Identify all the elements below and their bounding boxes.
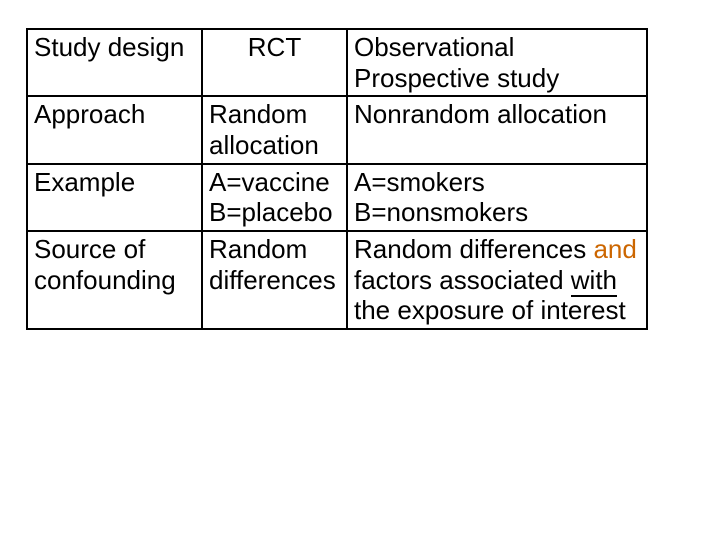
study-design-table: Study design RCT Observational Prospecti… [26, 28, 648, 330]
obs-src-part2a: factors associated [354, 265, 571, 295]
cell-study-design-label: Study design [27, 29, 202, 96]
table-row: Example A=vaccine B=placebo A=smokers B=… [27, 164, 647, 231]
cell-study-design-obs: Observational Prospective study [347, 29, 647, 96]
table-row: Source of confounding Random differences… [27, 231, 647, 329]
cell-approach-label: Approach [27, 96, 202, 163]
cell-study-design-rct: RCT [202, 29, 347, 96]
obs-ex-line1: A=smokers [354, 167, 485, 197]
cell-example-obs: A=smokers B=nonsmokers [347, 164, 647, 231]
table-row: Approach Random allocation Nonrandom all… [27, 96, 647, 163]
rct-ex-line2: B=placebo [209, 197, 333, 227]
rct-ex-line1: A=vaccine [209, 167, 330, 197]
cell-source-label: Source of confounding [27, 231, 202, 329]
obs-src-accent: and [593, 234, 636, 264]
obs-src-part1: Random differences [354, 234, 593, 264]
obs-line2: Prospective study [354, 63, 559, 93]
table-row: Study design RCT Observational Prospecti… [27, 29, 647, 96]
cell-example-label: Example [27, 164, 202, 231]
obs-line1: Observational [354, 32, 514, 62]
obs-src-part2b: the exposure of interest [354, 295, 626, 325]
cell-approach-obs: Nonrandom allocation [347, 96, 647, 163]
cell-source-rct: Random differences [202, 231, 347, 329]
slide: Study design RCT Observational Prospecti… [0, 0, 720, 540]
cell-approach-rct: Random allocation [202, 96, 347, 163]
cell-example-rct: A=vaccine B=placebo [202, 164, 347, 231]
obs-ex-line2: B=nonsmokers [354, 197, 528, 227]
cell-source-obs: Random differences and factors associate… [347, 231, 647, 329]
obs-src-underlined: with [571, 265, 617, 297]
